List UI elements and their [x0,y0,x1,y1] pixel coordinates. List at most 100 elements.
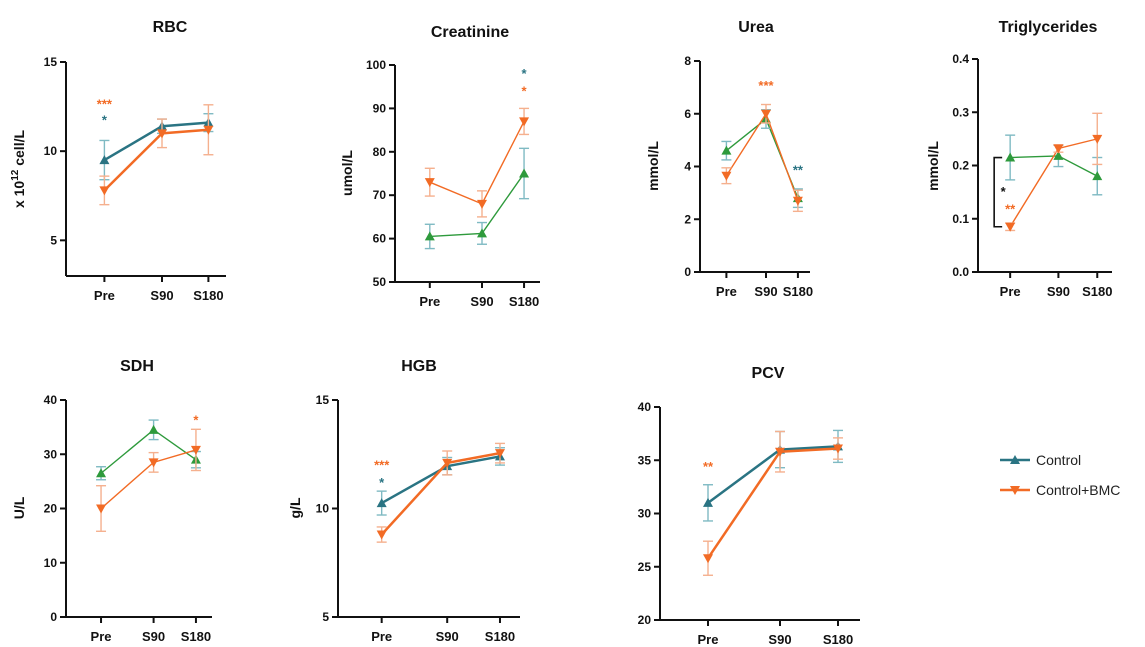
data-point [99,155,110,165]
y-axis-label: g/L [287,497,303,518]
y-tick-label: 50 [373,275,387,289]
data-point [424,231,435,241]
series-line [429,121,525,205]
y-tick-label: 0.4 [952,52,969,66]
y-tick-label: 20 [44,502,58,516]
data-point [424,178,435,188]
chart-title: RBC [153,19,188,36]
chart-panel-triglycerides: Triglycerides mmol/L 0.0 0.1 0.2 0.3 0.4 Pre S90… [925,19,1112,299]
series-control [1005,134,1103,196]
significance-label: *** [374,457,390,472]
chart-panel-creatinine: Creatinine umol/L 50 60 70 80 90 100 Pre S90 S180 *… [339,24,540,309]
legend-item-control-bmc: Control+BMC [1000,482,1120,498]
y-tick-label: 2 [684,212,691,226]
x-tick-label: S90 [1047,284,1070,299]
data-point [477,228,487,238]
data-point [792,196,803,206]
y-tick-label: 10 [44,556,58,570]
significance-label: * [522,83,528,98]
x-tick-label: S90 [754,284,777,299]
data-point [1092,171,1103,181]
y-tick-label: 25 [638,560,652,574]
data-point [148,458,159,468]
data-point [477,199,487,209]
triangle-up-icon [1010,455,1020,464]
triangle-down-icon [1010,486,1020,495]
chart-panel-pcv: PCV 20 25 30 35 40 Pre S90 S180 ** [638,365,860,647]
x-tick-label: S180 [193,288,223,303]
series-line [100,449,197,510]
y-tick-label: 4 [684,160,691,174]
x-tick-label: S90 [768,632,791,647]
x-tick-label: S90 [436,629,459,644]
chart-title: SDH [120,358,154,375]
y-tick-label: 0 [684,265,691,279]
data-point [203,125,214,135]
data-point [157,129,167,139]
y-axis-label: umol/L [339,150,355,196]
y-tick-label: 20 [638,613,652,627]
x-tick-label: S90 [142,629,165,644]
y-tick-label: 15 [44,55,58,69]
data-point [721,145,732,155]
x-tick-label: S180 [1082,284,1112,299]
chart-panel-rbc: RBC x 1012 cell/L 5 10 15 Pre S90 S180 **** [10,19,226,303]
series-control [99,113,214,181]
significance-label: *** [758,78,774,93]
x-tick-label: S180 [783,284,813,299]
data-point [442,458,453,468]
y-axis-label: mmol/L [925,141,941,191]
series-line [429,173,525,238]
data-point [721,171,732,181]
chart-panel-sdh: SDH U/L 0 10 20 30 40 Pre S90 S180 * [11,358,212,644]
y-tick-label: 0.0 [952,265,969,279]
y-tick-label: 90 [373,101,387,115]
y-tick-label: 35 [638,453,652,467]
y-tick-label: 10 [316,502,330,516]
data-point [1092,134,1103,144]
y-tick-label: 0.1 [952,212,969,226]
x-tick-label: Pre [1000,284,1021,299]
y-tick-label: 10 [44,144,58,158]
series-control-bmc [96,428,201,532]
series-control [96,419,201,481]
y-tick-label: 30 [44,447,58,461]
data-point [148,424,159,434]
series-control-bmc [721,103,803,213]
y-tick-label: 5 [322,610,329,624]
data-point [703,497,713,507]
chart-title: HGB [401,358,437,375]
data-point [494,449,505,459]
y-tick-label: 6 [684,107,691,121]
y-axis-label: x 1012 cell/L [10,130,27,209]
legend-label-control: Control [1036,452,1081,468]
chart-title: Creatinine [431,24,509,41]
data-point [190,445,201,455]
chart-title: Triglycerides [999,19,1098,36]
data-point [519,168,530,178]
x-tick-label: S180 [509,294,539,309]
series-line [103,121,209,162]
legend-label-control-bmc: Control+BMC [1036,482,1120,498]
significance-label: * [522,66,528,81]
data-point [99,186,110,196]
series-line [725,112,799,202]
x-tick-label: Pre [91,629,112,644]
series-control-bmc [376,442,505,543]
series-control [703,429,843,522]
y-tick-label: 100 [366,58,386,72]
legend: Control Control+BMC [1000,452,1120,498]
significance-label: * [102,112,108,127]
series-control-bmc [703,430,843,576]
data-point [1053,150,1064,160]
x-tick-label: S90 [150,288,173,303]
data-point [761,109,771,119]
series-control [424,147,530,250]
series-control-bmc [1005,112,1103,232]
y-axis-label: U/L [11,496,27,519]
significance-label: * [193,412,199,427]
y-axis-label: mmol/L [645,141,661,191]
data-point [96,504,107,514]
